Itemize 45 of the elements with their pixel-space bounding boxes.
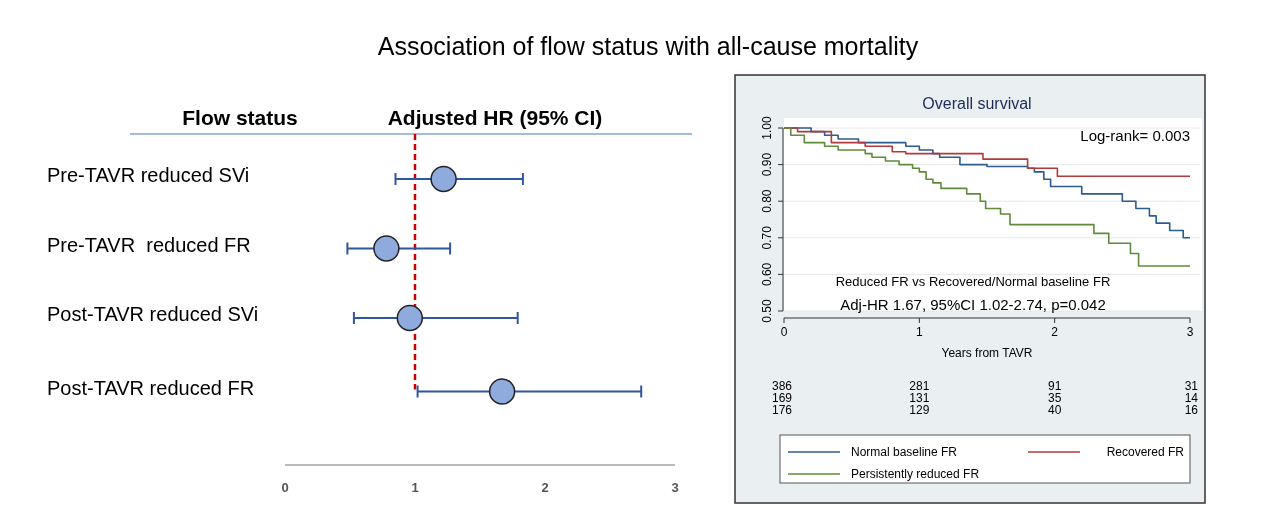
- x-tick-label: 1: [915, 325, 923, 339]
- y-tick-label: Post-TAVR reduced SVi: [47, 303, 259, 325]
- legend-label: Normal baseline FR: [851, 445, 958, 459]
- annotation: Reduced FR vs Recovered/Normal baseline FR: [835, 274, 1111, 289]
- annotation: Log-rank= 0.003: [1080, 127, 1190, 144]
- text: 35: [1047, 391, 1062, 405]
- text: 91: [1047, 379, 1062, 393]
- point: [488, 378, 516, 405]
- x-tick-label: 0: [780, 325, 788, 339]
- y-tick-label: Pre-TAVR reduced FR: [47, 233, 251, 256]
- chart-title: Association of flow status with all-cause mortality: [377, 32, 919, 60]
- point: [396, 304, 424, 332]
- text: 14: [1184, 391, 1199, 405]
- y-tick-label: 1.00: [760, 116, 774, 140]
- text: 16: [1184, 403, 1199, 417]
- point: [430, 165, 457, 193]
- text: 169: [772, 391, 793, 405]
- text: 40: [1047, 403, 1062, 417]
- text: 131: [909, 391, 930, 405]
- annotation: Adj-HR 1.67, 95%CI 1.02-2.74, p=0.042: [840, 296, 1106, 313]
- text: 386: [772, 379, 793, 393]
- text: 31: [1184, 379, 1199, 393]
- text: 129: [909, 403, 930, 417]
- point: [373, 235, 400, 262]
- x-axis-title: Adjusted HR (95% CI): [387, 106, 603, 129]
- text: 176: [772, 403, 793, 417]
- chart-title: Overall survival: [922, 95, 1032, 112]
- legend-label: Persistently reduced FR: [851, 467, 980, 481]
- x-tick-label: 3: [671, 480, 679, 495]
- text: 281: [909, 379, 930, 393]
- y-tick-label: Post-TAVR reduced FR: [47, 376, 255, 399]
- y-tick-label: 0.80: [760, 189, 774, 213]
- x-tick-label: 3: [1186, 325, 1194, 339]
- y-tick-label: Pre-TAVR reduced SVi: [47, 164, 250, 186]
- x-tick-label: 2: [1051, 325, 1059, 339]
- legend-label: Recovered FR: [1106, 445, 1185, 459]
- x-tick-label: 0: [281, 480, 289, 495]
- y-tick-label: 0.70: [760, 225, 774, 250]
- x-tick-label: 2: [541, 480, 549, 495]
- x-tick-label: 1: [411, 480, 419, 495]
- y-tick-label: 0.90: [760, 152, 774, 177]
- y-tick-label: 0.60: [760, 262, 774, 287]
- x-axis-title: Years from TAVR: [941, 346, 1033, 360]
- y-tick-label: 0.50: [760, 299, 774, 323]
- y-axis-title: Flow status: [182, 106, 298, 129]
